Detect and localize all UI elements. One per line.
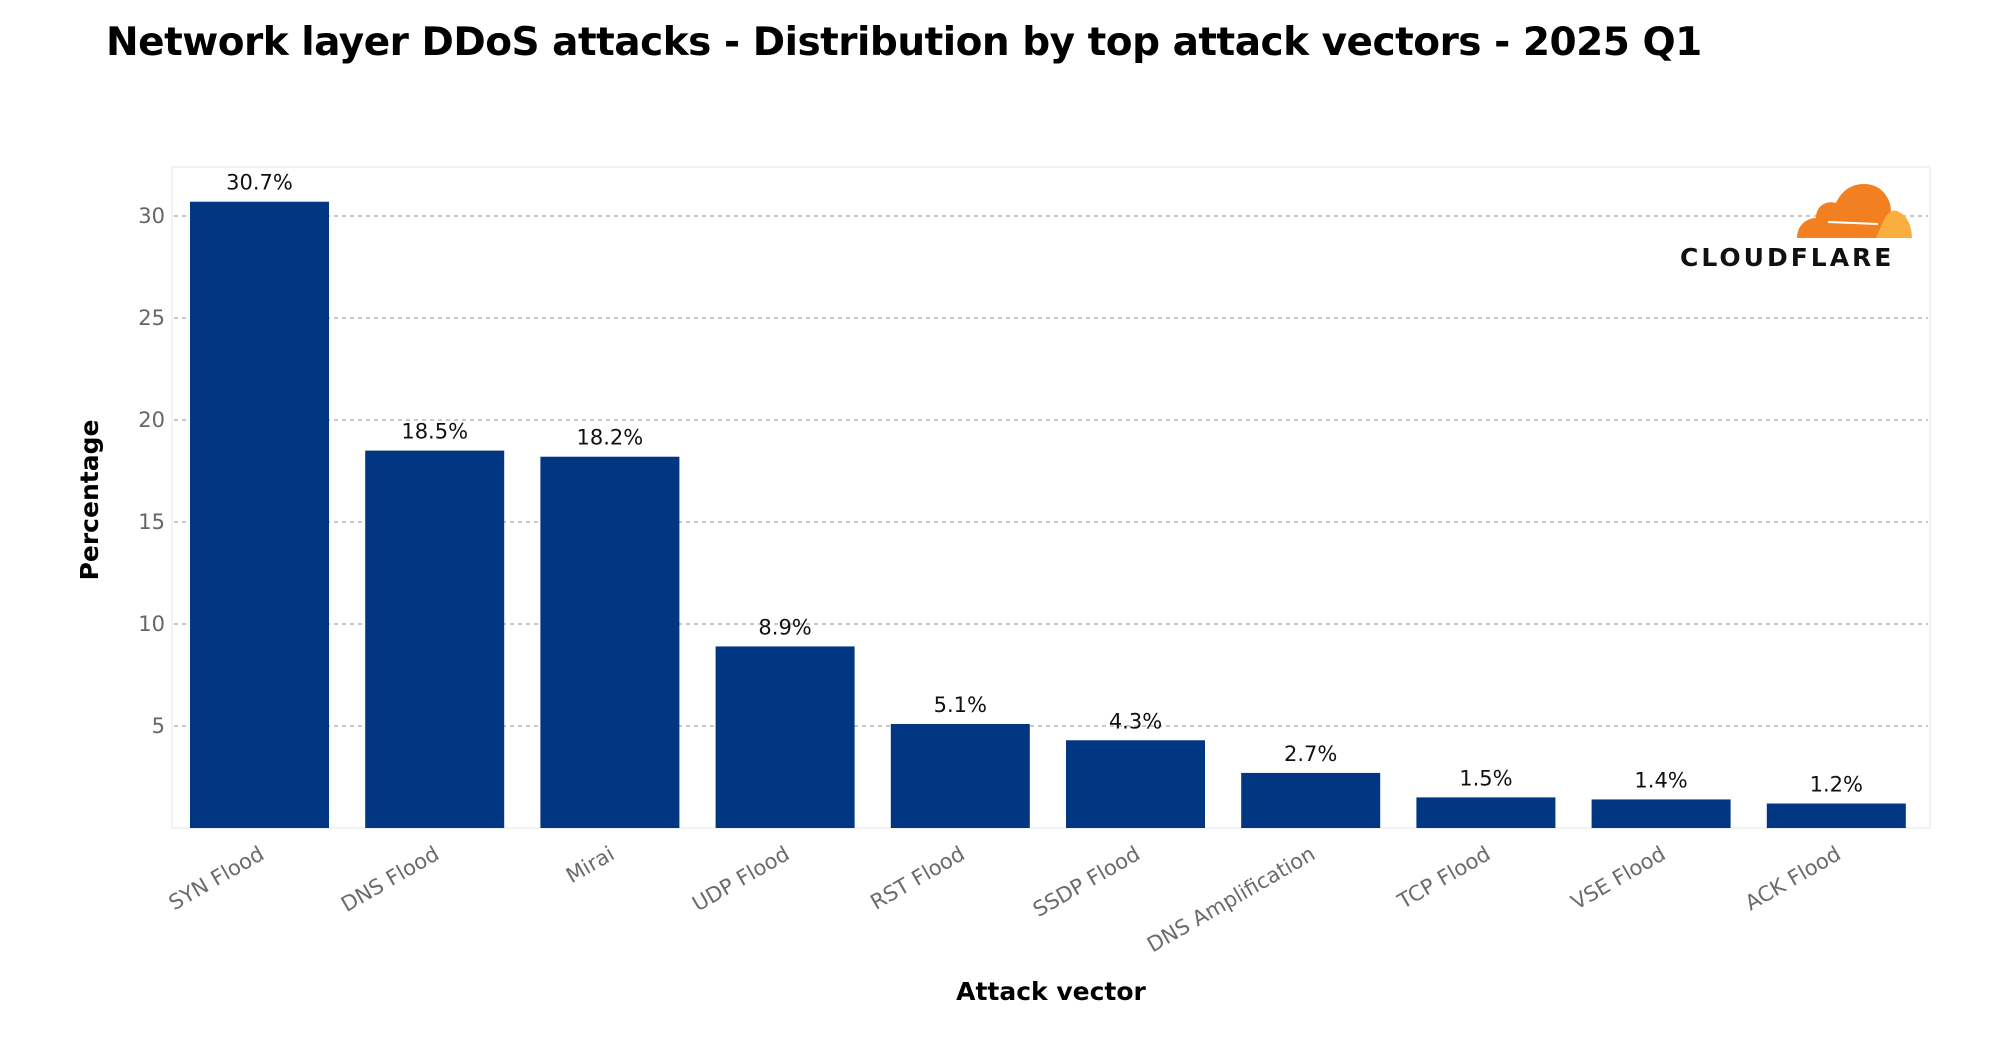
- x-tick-label: ACK Flood: [1741, 842, 1845, 916]
- bar: [540, 456, 680, 828]
- bar: [190, 201, 329, 829]
- x-tick-label: UDP Flood: [688, 842, 793, 917]
- data-label: 30.7%: [226, 171, 293, 195]
- data-label: 1.5%: [1459, 766, 1512, 790]
- y-tick-label: 15: [138, 510, 165, 534]
- x-tick-label: RST Flood: [866, 842, 968, 915]
- bar: [1766, 803, 1906, 828]
- data-labels: 30.7% 18.5% 18.2% 8.9% 5.1% 4.3% 2.7% 1.5% 1.4% 1…: [226, 171, 1863, 797]
- data-label: 4.3%: [1109, 709, 1162, 733]
- x-tick-label: DNS Flood: [337, 842, 443, 917]
- cloud-icon: [1797, 184, 1912, 238]
- data-label: 18.2%: [577, 426, 644, 450]
- y-axis-label: Percentage: [75, 420, 104, 581]
- x-tick-label: SSDP Flood: [1029, 842, 1144, 922]
- bar: [1241, 772, 1381, 828]
- logo-text: CLOUDFLARE: [1680, 243, 1894, 272]
- data-label: 18.5%: [401, 420, 468, 444]
- bar: [365, 450, 505, 828]
- data-label: 1.2%: [1810, 773, 1863, 797]
- y-axis-ticks: 5 10 15 20 25 30: [138, 204, 165, 738]
- bars: [190, 201, 1906, 829]
- chart-title: Network layer DDoS attacks - Distributio…: [106, 20, 1702, 65]
- data-label: 2.7%: [1284, 742, 1337, 766]
- x-tick-label: DNS Amplification: [1143, 842, 1319, 958]
- bar: [1591, 799, 1731, 828]
- data-label: 1.4%: [1634, 768, 1687, 792]
- x-axis-label: Attack vector: [956, 977, 1146, 1006]
- x-tick-label: TCP Flood: [1393, 842, 1495, 915]
- x-tick-label: VSE Flood: [1567, 842, 1670, 915]
- bar: [715, 646, 855, 828]
- data-label: 5.1%: [934, 693, 987, 717]
- bar: [890, 723, 1030, 828]
- bar: [1066, 740, 1205, 828]
- y-tick-label: 20: [138, 408, 165, 432]
- plot-area: [171, 166, 1931, 829]
- y-tick-label: 25: [138, 306, 165, 330]
- y-tick-label: 30: [138, 204, 165, 228]
- y-tick-label: 5: [152, 714, 165, 738]
- bar: [1416, 797, 1556, 828]
- x-axis-ticks: SYN Flood DNS Flood Mirai UDP Flood RST Floo…: [165, 842, 1845, 958]
- x-tick-label: Mirai: [562, 842, 618, 888]
- y-tick-label: 10: [138, 612, 165, 636]
- cloudflare-logo: CLOUDFLARE: [1680, 184, 1912, 272]
- data-label: 8.9%: [758, 615, 811, 639]
- x-tick-label: SYN Flood: [165, 842, 268, 916]
